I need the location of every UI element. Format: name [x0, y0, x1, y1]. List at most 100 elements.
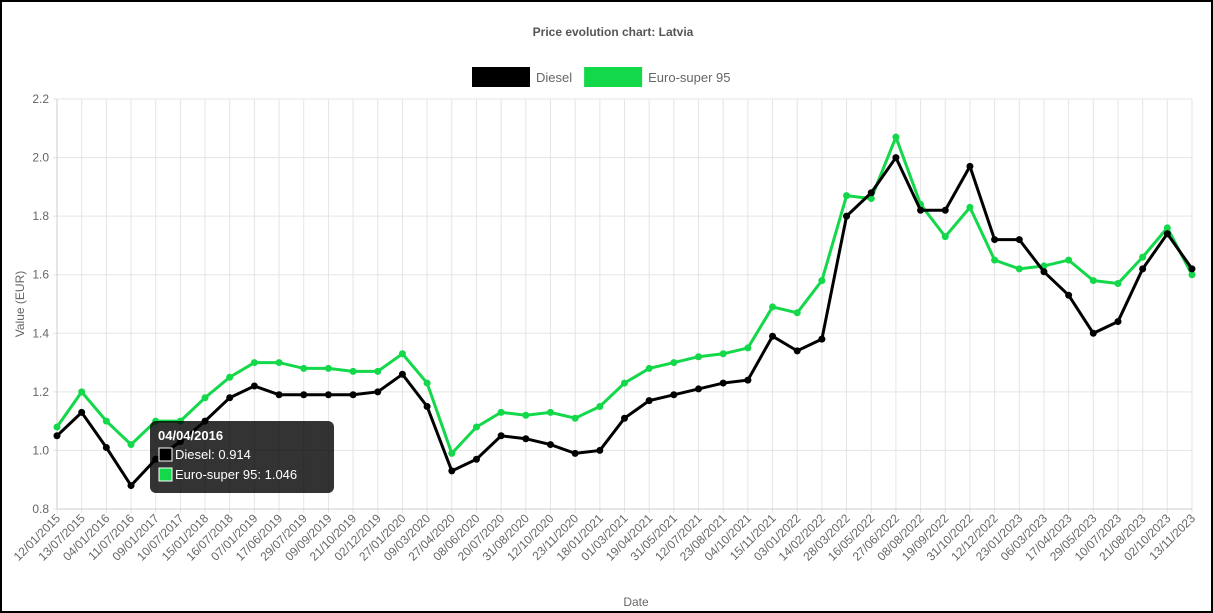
point [226, 394, 234, 402]
y-tick-label: 2.2 [32, 92, 49, 106]
point [250, 359, 258, 367]
point [991, 236, 999, 244]
point [793, 347, 801, 355]
legend-label: Euro-super 95 [648, 70, 730, 85]
point [398, 370, 406, 378]
point [818, 335, 826, 343]
point [53, 423, 61, 431]
point [448, 467, 456, 475]
point [472, 423, 480, 431]
point [695, 385, 703, 393]
point [670, 391, 678, 399]
point [127, 482, 135, 490]
point [398, 350, 406, 358]
point [1089, 329, 1097, 337]
point [719, 350, 727, 358]
point [324, 364, 332, 372]
point [1015, 236, 1023, 244]
point [645, 397, 653, 405]
point [867, 195, 875, 203]
point [53, 432, 61, 440]
y-tick-label: 1.8 [32, 209, 49, 223]
point [127, 441, 135, 449]
point [324, 391, 332, 399]
x-axis-label: Date [623, 595, 649, 609]
point [300, 391, 308, 399]
point [941, 233, 949, 241]
tooltip-item: Euro-super 95: 1.046 [175, 467, 297, 482]
point [1114, 318, 1122, 326]
point [1188, 265, 1196, 273]
point [1015, 265, 1023, 273]
y-tick-label: 2.0 [32, 151, 49, 165]
point [941, 206, 949, 214]
point [867, 189, 875, 197]
point [546, 441, 554, 449]
point [1163, 224, 1171, 232]
point [621, 379, 628, 387]
point [275, 391, 283, 399]
point [769, 303, 777, 311]
point [670, 359, 678, 367]
point [966, 203, 974, 211]
point [300, 364, 308, 372]
point [423, 403, 431, 410]
point [917, 206, 925, 214]
point [596, 403, 604, 410]
point [1065, 256, 1073, 264]
point [571, 414, 579, 422]
point [497, 408, 505, 416]
tooltip-swatch [158, 467, 173, 482]
point [793, 309, 801, 317]
point [966, 162, 974, 170]
chart-title: Price evolution chart: Latvia [533, 25, 694, 39]
point [818, 277, 826, 285]
point [744, 344, 752, 352]
point [1065, 291, 1073, 299]
point [349, 391, 357, 399]
point [374, 388, 382, 396]
point [78, 388, 86, 396]
point [472, 455, 480, 463]
legend-label: Diesel [536, 70, 572, 85]
point [423, 379, 431, 387]
point [843, 212, 851, 220]
point [991, 256, 999, 264]
point [571, 449, 579, 457]
point [250, 382, 258, 390]
point [719, 379, 727, 387]
y-tick-label: 1.0 [32, 443, 49, 457]
point [374, 367, 382, 375]
point [201, 394, 209, 402]
legend-swatch [472, 67, 530, 87]
point [497, 432, 505, 440]
tooltip-title: 04/04/2016 [158, 428, 223, 443]
y-axis-label: Value (EUR) [13, 271, 27, 337]
point [226, 373, 234, 381]
point [1114, 280, 1122, 287]
tooltip-swatch [158, 447, 173, 462]
tooltip-box [150, 421, 334, 493]
y-tick-label: 0.8 [32, 502, 49, 516]
point [102, 444, 110, 451]
point [546, 408, 554, 416]
point [448, 449, 456, 457]
tooltip-item: Diesel: 0.914 [175, 447, 251, 462]
legend-swatch [584, 67, 643, 87]
point [1188, 271, 1196, 279]
point [1163, 230, 1171, 238]
point [1040, 268, 1048, 276]
point [744, 376, 752, 384]
point [349, 367, 357, 375]
point [78, 408, 86, 416]
point [769, 332, 777, 340]
point [596, 446, 604, 454]
point [1139, 253, 1147, 261]
point [1089, 277, 1097, 285]
point [621, 414, 628, 422]
y-tick-label: 1.2 [32, 385, 49, 399]
point [1139, 265, 1147, 273]
point [843, 192, 851, 200]
